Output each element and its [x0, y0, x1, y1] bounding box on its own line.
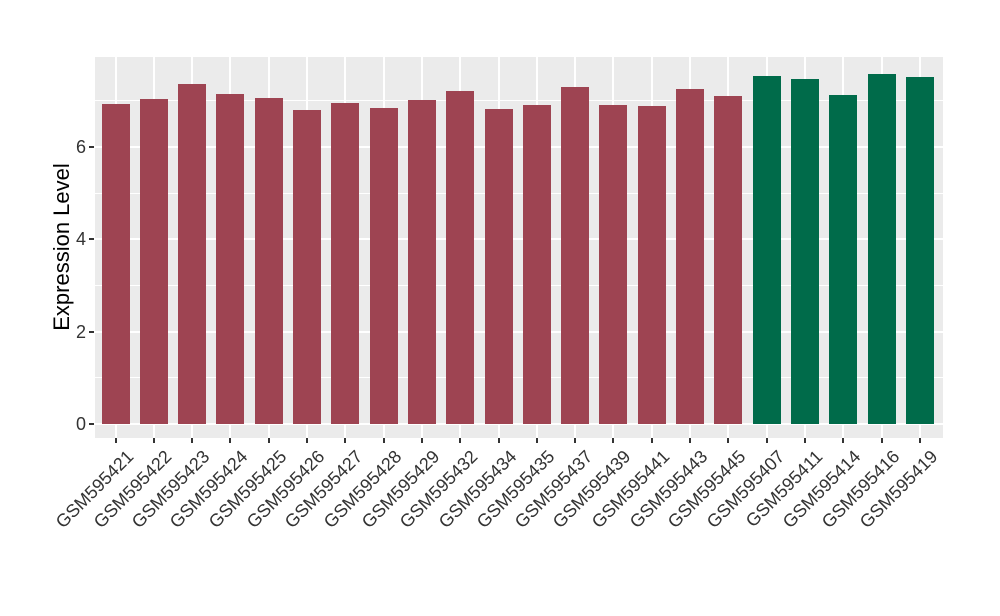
- y-tick-label: 2: [75, 321, 86, 342]
- x-tick-mark: [650, 438, 653, 443]
- bar-GSM595432: [446, 91, 475, 424]
- x-tick-mark: [306, 438, 308, 443]
- x-tick-mark: [497, 438, 500, 443]
- x-tick-mark: [803, 438, 806, 443]
- bar-GSM595437: [561, 87, 590, 424]
- bar-GSM595426: [293, 110, 321, 424]
- x-tick-mark: [535, 438, 538, 443]
- bar-GSM595422: [139, 99, 168, 424]
- bar-GSM595416: [867, 74, 896, 424]
- bar-GSM595419: [905, 77, 934, 424]
- x-tick-mark: [114, 438, 117, 443]
- bar-GSM595429: [407, 100, 436, 424]
- y-tick-label: 4: [75, 229, 86, 250]
- minor-gridline: [95, 192, 943, 194]
- bar-GSM595441: [637, 106, 666, 424]
- expression-bar-chart: Expression Level 0 2 4 6 GSM595421 GSM595422 G…: [49, 57, 943, 532]
- x-tick-mark: [382, 438, 385, 443]
- bar-GSM595428: [369, 108, 398, 424]
- x-tick-mark: [574, 438, 577, 443]
- major-gridline: [95, 423, 943, 425]
- bar-GSM595439: [599, 105, 628, 424]
- x-tick-mark: [191, 438, 194, 443]
- plot-panel: [95, 57, 943, 438]
- x-tick-mark: [229, 438, 232, 443]
- minor-gridline: [95, 100, 943, 102]
- bar-GSM595445: [714, 95, 743, 424]
- bar-GSM595423: [178, 84, 207, 424]
- x-tick-mark: [152, 438, 155, 443]
- bar-GSM595425: [254, 98, 283, 424]
- y-tick-mark: [89, 145, 94, 148]
- major-gridline: [95, 330, 943, 333]
- bar-GSM595407: [752, 76, 781, 424]
- minor-gridline: [95, 377, 943, 379]
- x-tick-mark: [918, 438, 921, 443]
- x-tick-mark: [459, 438, 462, 443]
- bar-GSM595427: [331, 103, 360, 424]
- x-tick-mark: [267, 438, 270, 443]
- y-tick-mark: [89, 238, 94, 241]
- bar-GSM595421: [101, 104, 130, 424]
- x-tick-mark: [344, 438, 347, 443]
- bar-GSM595414: [829, 95, 858, 424]
- bar-GSM595435: [522, 104, 551, 424]
- x-tick-mark: [880, 438, 883, 443]
- x-tick-mark: [420, 438, 423, 443]
- y-tick-mark: [89, 330, 94, 333]
- major-gridline: [95, 238, 943, 241]
- x-tick-mark: [842, 438, 845, 443]
- bar-GSM595434: [484, 109, 513, 424]
- major-gridline: [95, 145, 943, 148]
- bar-GSM595424: [216, 94, 245, 424]
- x-tick-mark: [727, 438, 730, 443]
- y-tick-label: 6: [75, 136, 86, 157]
- y-tick-mark: [89, 423, 94, 425]
- x-tick-mark: [612, 438, 615, 443]
- minor-gridline: [95, 284, 943, 286]
- bar-GSM595443: [676, 88, 704, 424]
- x-tick-mark: [765, 438, 768, 443]
- x-tick-mark: [689, 438, 691, 443]
- y-tick-label: 0: [75, 414, 86, 434]
- bar-GSM595411: [790, 79, 819, 424]
